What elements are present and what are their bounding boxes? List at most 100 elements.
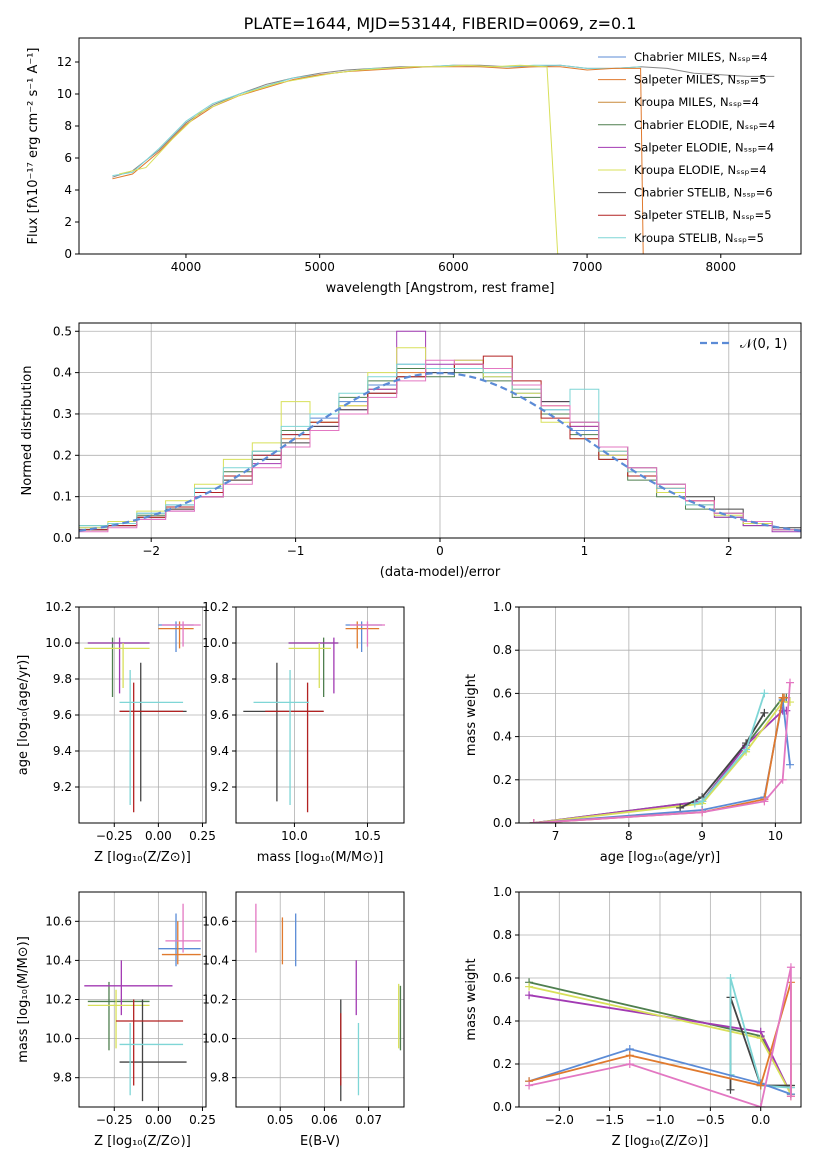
data-point-marker bbox=[760, 708, 769, 717]
plot-frame bbox=[235, 891, 405, 1108]
y-tick-label: 9.8 bbox=[210, 672, 229, 686]
data-layer bbox=[112, 64, 775, 254]
legend-label: Kroupa STELIB, Nₛₛₚ=5 bbox=[634, 231, 764, 245]
y-tick-label: 9.6 bbox=[53, 708, 72, 722]
plot-background bbox=[79, 38, 801, 254]
series-line bbox=[679, 712, 766, 809]
y-tick-label: 9.8 bbox=[53, 672, 72, 686]
y-tick-label: 0.3 bbox=[53, 407, 72, 421]
y-axis-label: mass weight bbox=[464, 674, 479, 756]
x-tick-label: −1 bbox=[287, 544, 305, 558]
x-axis-label: wavelength [Angstrom, rest frame] bbox=[326, 281, 555, 296]
y-tick-label: 9.2 bbox=[210, 780, 229, 794]
x-tick-label: −1.5 bbox=[595, 1113, 624, 1127]
y-tick-label: 10.2 bbox=[45, 600, 72, 614]
x-tick-label: 6000 bbox=[438, 260, 469, 274]
series-line bbox=[112, 64, 641, 177]
y-tick-label: 0.8 bbox=[493, 928, 512, 942]
x-axis-label: Z [log₁₀(Z/Z⊙)] bbox=[94, 1134, 191, 1149]
y-tick-label: 0.0 bbox=[53, 531, 72, 545]
x-axis-label: age [log₁₀(age/yr)] bbox=[600, 850, 721, 865]
chart-spectrum: 4000 5000 6000 7000 8000 0 2 4 6 8 10 12 wavelength … bbox=[26, 37, 802, 296]
x-tick-label: 0.00 bbox=[145, 1113, 172, 1127]
legend-label: Chabrier STELIB, Nₛₛₚ=6 bbox=[634, 186, 773, 200]
x-tick-label: 8000 bbox=[706, 260, 737, 274]
y-tick-label: 10.4 bbox=[202, 953, 229, 967]
x-tick-label: −0.25 bbox=[96, 829, 133, 843]
plot-frame bbox=[78, 891, 207, 1108]
x-tick-label: −1.0 bbox=[645, 1113, 674, 1127]
series-line bbox=[528, 1048, 792, 1095]
y-tick-label: 0.8 bbox=[493, 643, 512, 657]
data-point-marker bbox=[786, 963, 795, 972]
legend-label: Salpeter MILES, Nₛₛₚ=5 bbox=[634, 73, 767, 87]
data-point-marker bbox=[756, 1103, 765, 1107]
y-axis-label: age [log₁₀(age/yr)] bbox=[16, 655, 31, 776]
data-point-marker bbox=[529, 819, 538, 823]
x-tick-label: 9 bbox=[698, 829, 706, 843]
x-axis-label: (data-model)/error bbox=[380, 565, 501, 580]
y-tick-label: 8 bbox=[64, 119, 72, 133]
x-tick-label: 10.0 bbox=[281, 829, 308, 843]
y-tick-label: 10.2 bbox=[202, 600, 229, 614]
y-tick-label: 4 bbox=[64, 183, 72, 197]
data-point-marker bbox=[742, 745, 751, 754]
legend-label: Salpeter ELODIE, Nₛₛₚ=4 bbox=[634, 140, 774, 154]
y-axis-label: mass weight bbox=[464, 958, 479, 1040]
y-tick-label: 10.2 bbox=[202, 993, 229, 1007]
x-tick-label: −0.5 bbox=[696, 1113, 725, 1127]
plot-background bbox=[519, 607, 801, 823]
y-tick-label: 12 bbox=[57, 55, 72, 69]
y-tick-label: 10.2 bbox=[45, 993, 72, 1007]
series-line bbox=[729, 977, 791, 1089]
data-point-marker bbox=[698, 797, 707, 806]
y-tick-label: 0.6 bbox=[493, 686, 512, 700]
y-tick-label: 0.0 bbox=[493, 816, 512, 830]
y-tick-label: 0.2 bbox=[53, 448, 72, 462]
x-axis-label: Z [log₁₀(Z/Z⊙)] bbox=[94, 850, 191, 865]
data-point-marker bbox=[625, 1051, 634, 1060]
legend-label: Kroupa ELODIE, Nₛₛₚ=4 bbox=[634, 163, 767, 177]
y-tick-label: 0.1 bbox=[53, 490, 72, 504]
x-tick-label: −2 bbox=[142, 544, 160, 558]
data-point-marker bbox=[780, 693, 789, 702]
y-tick-label: 0.2 bbox=[493, 1057, 512, 1071]
x-tick-label: 0.25 bbox=[189, 1113, 216, 1127]
y-tick-label: 9.6 bbox=[210, 708, 229, 722]
x-tick-label: 5000 bbox=[304, 260, 335, 274]
data-point-marker bbox=[786, 698, 795, 707]
x-tick-label: 10.5 bbox=[354, 829, 381, 843]
y-tick-label: 10.4 bbox=[45, 953, 72, 967]
plot-frame bbox=[78, 37, 802, 255]
x-axis-label: Z [log₁₀(Z/Z⊙)] bbox=[612, 1134, 709, 1149]
x-axis-label: mass [log₁₀(M/M⊙)] bbox=[257, 850, 384, 865]
y-tick-label: 10.6 bbox=[202, 914, 229, 928]
y-tick-label: 1.0 bbox=[493, 885, 512, 899]
y-tick-label: 1.0 bbox=[493, 600, 512, 614]
y-tick-label: 9.2 bbox=[53, 780, 72, 794]
y-tick-label: 10 bbox=[57, 87, 72, 101]
y-tick-label: 2 bbox=[64, 215, 72, 229]
plot-frame bbox=[78, 606, 207, 824]
y-tick-label: 0.4 bbox=[53, 366, 72, 380]
data-point-marker bbox=[698, 808, 707, 817]
y-axis-label: mass [log₁₀(M/M⊙)] bbox=[16, 936, 31, 1063]
data-point-marker bbox=[756, 1034, 765, 1043]
chart-age_vs_Z: −0.25 0.00 0.25 9.2 9.4 9.6 9.8 10.0 10.2 Z [log₁… bbox=[16, 600, 216, 865]
data-layer bbox=[243, 621, 386, 813]
y-tick-label: 10.0 bbox=[45, 1032, 72, 1046]
legend-label: Chabrier MILES, Nₛₛₚ=4 bbox=[634, 50, 768, 64]
y-tick-label: 0.4 bbox=[493, 730, 512, 744]
data-point-marker bbox=[786, 1092, 795, 1101]
x-axis-label: E(B-V) bbox=[300, 1134, 340, 1149]
y-tick-label: 10.0 bbox=[202, 1032, 229, 1046]
x-tick-label: 0 bbox=[436, 544, 444, 558]
x-tick-label: 0.25 bbox=[189, 829, 216, 843]
data-layer bbox=[529, 678, 795, 823]
chart-mass_vs_Z: −0.25 0.00 0.25 9.8 10.0 10.2 10.4 10.6 Z [log₁₀… bbox=[16, 891, 216, 1149]
x-tick-label: 10 bbox=[768, 829, 783, 843]
x-tick-label: 4000 bbox=[171, 260, 202, 274]
legend-label: Chabrier ELODIE, Nₛₛₚ=4 bbox=[634, 118, 775, 132]
data-layer bbox=[84, 621, 201, 813]
chart-mass_vs_ebv: 0.05 0.06 0.07 9.8 10.0 10.2 10.4 10.6 E(B-V) bbox=[202, 891, 405, 1149]
